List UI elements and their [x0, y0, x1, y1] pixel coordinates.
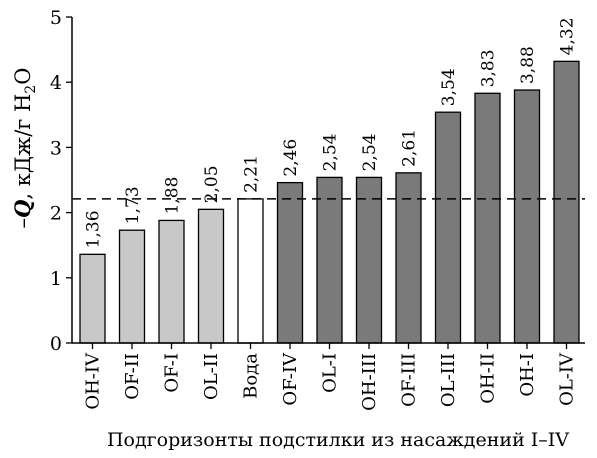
data-label: 4,32	[558, 17, 578, 55]
data-label: 2,46	[281, 139, 301, 177]
data-label: 3,54	[439, 68, 459, 106]
x-tick-label: OL-I	[320, 353, 341, 393]
bar-OL-II	[197, 208, 225, 344]
x-tick-label: OL-II	[201, 353, 222, 400]
x-tick-label: OF-III	[399, 353, 420, 407]
bar-OH-III	[355, 176, 383, 344]
data-label: 1,73	[123, 186, 143, 224]
bar-OF-IV	[276, 181, 304, 344]
bar-OH-I	[513, 89, 541, 344]
x-axis-title: Подгоризонты подстилки из насаждений I–I…	[107, 429, 569, 451]
data-label: 3,83	[479, 49, 499, 87]
x-tick-label: OH-IV	[83, 352, 104, 410]
data-label: 1,88	[163, 177, 183, 215]
data-label: 2,54	[321, 134, 341, 172]
y-axis-title: –Q, кДж/г H2O	[10, 68, 39, 229]
x-tick-label: OL-IV	[557, 352, 578, 406]
bar-OH-IV	[79, 253, 106, 344]
bar-OF-III	[395, 172, 422, 344]
bar-OF-I	[158, 219, 185, 344]
x-tick-label: OF-IV	[280, 352, 301, 406]
x-tick-label: OL-III	[438, 353, 459, 407]
bar-OL-I	[316, 176, 343, 344]
data-label: 3,88	[518, 46, 538, 84]
y-tick-label: 5	[50, 7, 62, 29]
y-tick-label: 3	[50, 137, 62, 159]
bar-Вода	[237, 198, 264, 344]
y-tick-label: 4	[50, 72, 62, 94]
bar-OL-IV	[553, 60, 580, 344]
x-tick-label: Вода	[241, 353, 262, 399]
data-label: 2,61	[400, 129, 420, 167]
data-label: 2,05	[202, 165, 222, 203]
data-label: 2,54	[360, 134, 380, 172]
x-tick-label: OF-II	[122, 353, 143, 400]
data-label: 2,21	[242, 155, 262, 193]
data-labels-group: 1,36 1,73 1,88 2,05 2,21 2,46 2,54 2,54 2,61 3,54…	[84, 17, 578, 248]
bars-group	[79, 60, 580, 344]
bar-OL-III	[434, 111, 462, 344]
x-tick-label: OH-III	[359, 353, 380, 411]
y-axis: 0 1 2 3 4 5	[50, 7, 73, 355]
x-axis: OH-IV OF-II OF-I OL-II Вода OF-IV OL-I OH-III OF…	[72, 342, 585, 411]
bar-OF-II	[118, 229, 146, 344]
y-tick-label: 0	[50, 333, 62, 355]
y-tick-label: 2	[50, 203, 62, 225]
x-tick-label: OH-II	[478, 353, 499, 404]
y-tick-label: 1	[50, 268, 62, 290]
data-label: 1,36	[84, 210, 104, 248]
bar-OH-II	[474, 92, 501, 344]
x-tick-label: OH-I	[517, 353, 538, 397]
x-tick-label: OF-I	[162, 353, 183, 393]
